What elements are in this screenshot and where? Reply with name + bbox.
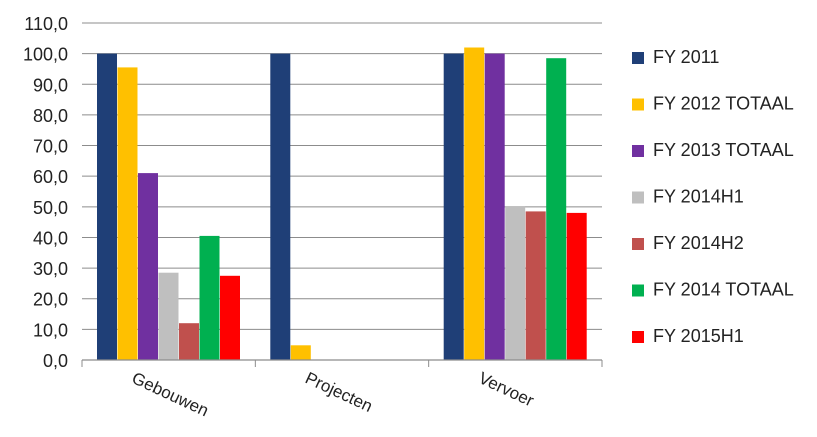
bar <box>220 275 240 361</box>
legend-swatch <box>632 145 644 157</box>
bar <box>117 67 138 361</box>
y-tick-label: 10,0 <box>33 320 68 340</box>
y-tick-label: 50,0 <box>33 198 68 218</box>
y-tick-label: 110,0 <box>24 14 68 34</box>
legend-label: FY 2011 <box>653 47 719 67</box>
x-category-label: Gebouwen <box>129 368 212 420</box>
y-tick-label: 80,0 <box>33 106 68 126</box>
legend-swatch <box>632 191 644 204</box>
legend: FY 2011 FY 2012 TOTAAL FY 2013 TOTAAL FY 20… <box>632 47 794 346</box>
y-tick-label: 70,0 <box>33 137 68 157</box>
y-tick-label: 100,0 <box>23 45 68 65</box>
x-category-label: Vervoer <box>476 368 537 410</box>
bar <box>546 58 567 360</box>
legend-item: FY 2014H2 <box>632 233 744 253</box>
bar <box>138 173 158 360</box>
bar <box>443 53 464 360</box>
bar <box>97 53 117 360</box>
bar <box>199 235 220 360</box>
legend-item: FY 2012 TOTAAL <box>632 94 794 114</box>
legend-item: FY 2011 <box>632 47 719 67</box>
bar <box>505 206 526 360</box>
bars <box>97 47 587 361</box>
legend-item: FY 2015H1 <box>632 326 744 346</box>
legend-swatch <box>632 284 644 297</box>
legend-swatch <box>632 238 644 250</box>
bar <box>179 323 199 360</box>
y-tick-label: 20,0 <box>33 290 68 310</box>
legend-item: FY 2014H1 <box>632 187 744 207</box>
legend-label: FY 2014 TOTAAL <box>653 280 794 300</box>
legend-swatch <box>632 98 644 111</box>
bar <box>158 272 179 360</box>
legend-label: FY 2013 TOTAAL <box>653 140 794 160</box>
y-tick-label: 30,0 <box>33 259 68 279</box>
bar <box>566 212 587 360</box>
bar <box>484 53 505 360</box>
x-axis-category-labels: Gebouwen Projecten Vervoer <box>129 368 537 420</box>
bar <box>270 53 291 360</box>
legend-swatch <box>632 331 644 343</box>
y-tick-label: 90,0 <box>33 75 68 95</box>
legend-swatch <box>632 52 644 64</box>
legend-label: FY 2014H1 <box>653 187 744 207</box>
bar <box>525 211 546 360</box>
legend-item: FY 2014 TOTAAL <box>632 280 794 300</box>
y-axis-tick-labels: 0,0 10,0 20,0 30,0 40,0 50,0 60,0 70,0 80,0 90,0 1… <box>23 14 68 371</box>
y-tick-label: 0,0 <box>43 351 68 371</box>
x-category-label: Projecten <box>302 368 375 416</box>
legend-label: FY 2014H2 <box>653 233 744 253</box>
legend-item: FY 2013 TOTAAL <box>632 140 794 160</box>
legend-label: FY 2015H1 <box>653 326 744 346</box>
y-tick-label: 40,0 <box>33 228 68 248</box>
x-axis <box>81 359 603 367</box>
bar <box>464 47 485 360</box>
legend-label: FY 2012 TOTAAL <box>653 94 794 114</box>
y-tick-label: 60,0 <box>33 167 68 187</box>
bar <box>290 345 311 360</box>
